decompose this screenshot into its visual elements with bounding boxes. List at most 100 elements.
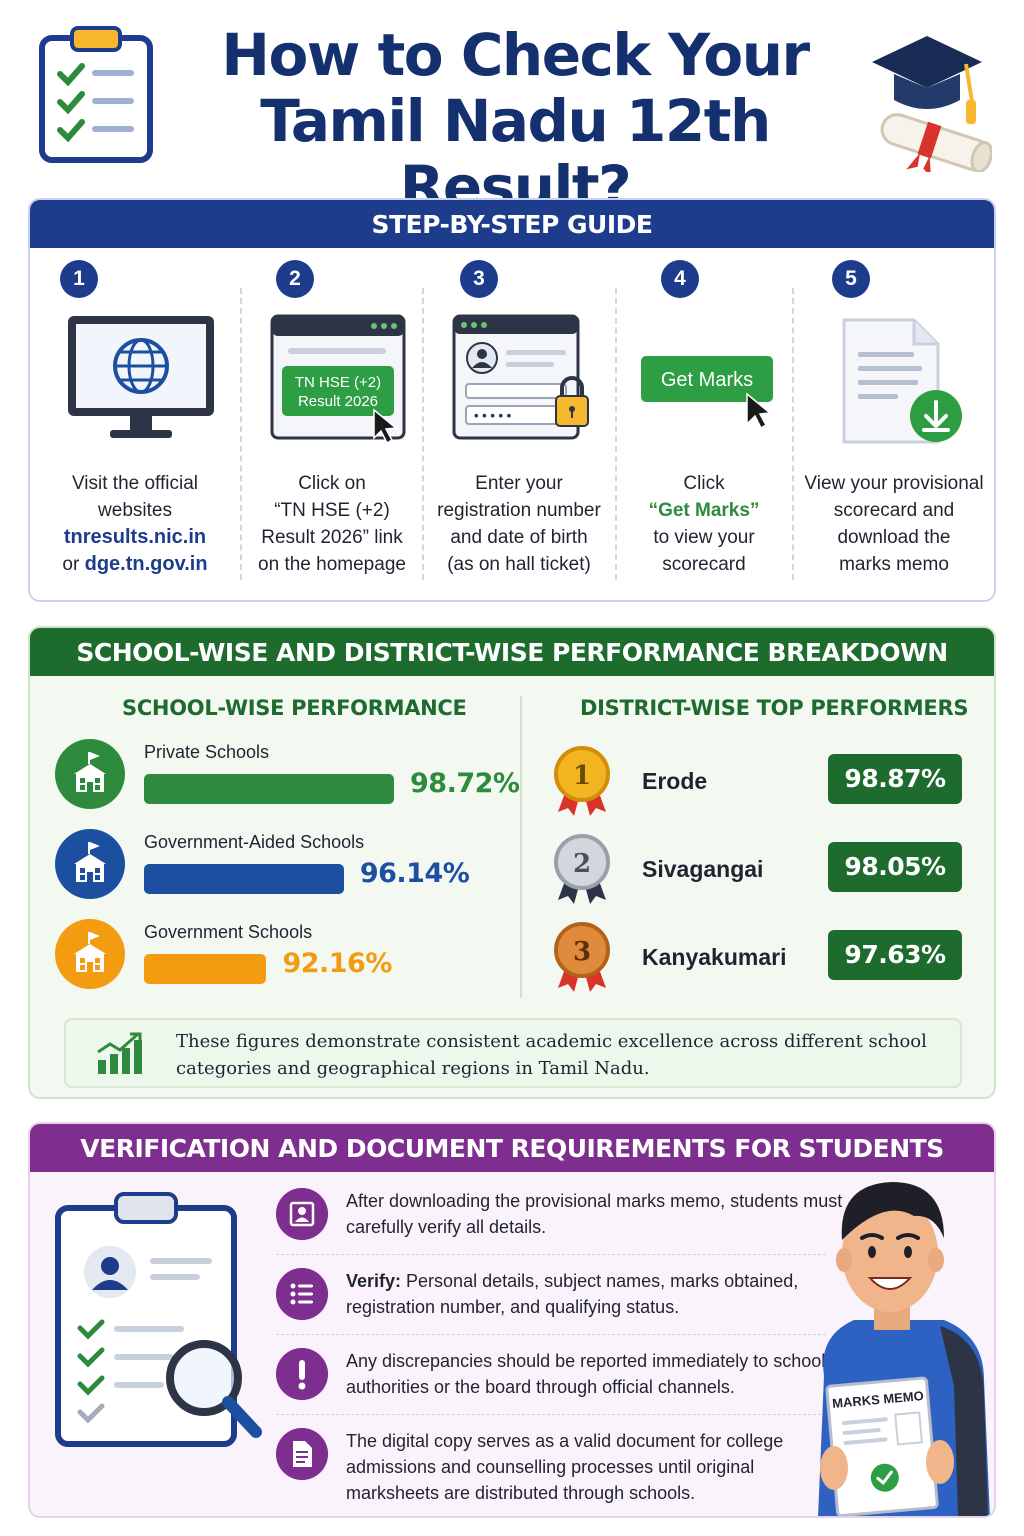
step-1: 1 Visit the official websites tnresults.… <box>30 248 240 600</box>
step-number: 1 <box>60 260 98 298</box>
step-1-line: Visit the official <box>71 473 199 494</box>
school-building-icon <box>55 919 125 989</box>
performance-percent: 96.14% <box>359 858 470 889</box>
step-4-line: scorecard <box>662 554 746 575</box>
performance-bar <box>144 774 394 804</box>
verification-divider <box>276 1414 826 1415</box>
step-divider <box>792 288 794 580</box>
step-number: 3 <box>460 260 498 298</box>
verify-detail: Personal details, subject names, marks o… <box>346 1271 799 1317</box>
verification-divider <box>276 1254 826 1255</box>
id-card-icon <box>276 1188 328 1240</box>
step-1-text: Visit the official websites tnresults.ni… <box>30 470 240 578</box>
performance-bar <box>144 864 344 894</box>
step-2-text: Click on “TN HSE (+2) Result 2026” link … <box>242 470 422 578</box>
step-number: 4 <box>661 260 699 298</box>
school-wise-heading: SCHOOL-WISE PERFORMANCE <box>122 696 467 720</box>
step-3-line: registration number <box>437 500 601 521</box>
browser-link-icon: TN HSE (+2) Result 2026 <box>270 314 406 445</box>
step-4-line: to view your <box>653 527 755 548</box>
tnresults-link[interactable]: tnresults.nic.in <box>63 526 207 548</box>
browser-button-label-1: TN HSE (+2) <box>295 374 381 391</box>
step-5-line: scorecard and <box>833 500 955 521</box>
verification-panel: VERIFICATION AND DOCUMENT REQUIREMENTS F… <box>28 1122 996 1518</box>
step-2: 2 TN HSE (+2) Result 2026 Click on “TN H… <box>242 248 422 600</box>
school-name: Government Schools <box>144 922 313 942</box>
step-5-line: marks memo <box>839 554 949 575</box>
gold-medal-icon: 1 <box>554 746 610 816</box>
performance-heading: SCHOOL-WISE AND DISTRICT-WISE PERFORMANC… <box>30 628 994 676</box>
district-name: Sivagangai <box>642 856 764 882</box>
monitor-globe-icon <box>68 316 214 438</box>
step-1-line: websites <box>98 500 172 521</box>
performance-bar <box>144 954 267 984</box>
step-4-line: “Get Marks” <box>648 500 760 521</box>
title-line-2: Tamil Nadu 12th Result? <box>260 87 771 221</box>
step-2-line: Click on <box>298 473 366 494</box>
verify-label: Verify: <box>346 1271 402 1291</box>
step-3-line: (as on hall ticket) <box>447 554 591 575</box>
verification-text: Verify: Personal details, subject names,… <box>346 1268 846 1320</box>
performance-percent: 98.72% <box>410 768 520 799</box>
student-holding-marks-memo-illustration: MARKS MEMO <box>818 1182 990 1516</box>
step-3: 3 • • • • • <box>424 248 614 600</box>
verification-text: The digital copy serves as a valid docum… <box>346 1431 784 1503</box>
graduation-cap-diploma-icon <box>872 36 992 172</box>
step-3-line: and date of birth <box>450 527 588 548</box>
medal-rank: 2 <box>573 849 591 879</box>
district-percent-badge: 98.87% <box>828 754 962 804</box>
step-2-line: on the homepage <box>258 554 406 575</box>
district-name: Erode <box>642 768 708 794</box>
silver-medal-icon: 2 <box>554 834 610 904</box>
dge-link[interactable]: dge.tn.gov.in <box>84 553 208 575</box>
step-divider <box>422 288 424 580</box>
verification-heading: VERIFICATION AND DOCUMENT REQUIREMENTS F… <box>30 1124 994 1172</box>
or-text: or <box>62 554 80 575</box>
step-5-text: View your provisional scorecard and down… <box>794 470 994 578</box>
step-5: 5 View your provisional scorecard and do… <box>794 248 994 600</box>
step-number: 5 <box>832 260 870 298</box>
school-name: Government-Aided Schools <box>144 832 365 852</box>
exclamation-icon <box>276 1348 328 1400</box>
title-line-1: How to Check Your <box>221 21 810 89</box>
school-row-govt-aided: Government-Aided Schools 96.14% <box>54 828 514 908</box>
school-row-private: Private Schools 98.72% <box>54 738 520 818</box>
step-divider <box>615 288 617 580</box>
school-row-government: Government Schools 92.16% <box>54 918 514 998</box>
step-5-line: download the <box>837 527 951 548</box>
school-building-icon <box>55 739 125 809</box>
step-5-line: View your provisional <box>804 473 984 494</box>
summary-note: These figures demonstrate consistent aca… <box>64 1018 962 1088</box>
district-percent-badge: 97.63% <box>828 930 962 980</box>
document-icon <box>276 1428 328 1480</box>
step-divider <box>240 288 242 580</box>
list-icon <box>276 1268 328 1320</box>
login-form-lock-icon: • • • • • <box>452 314 589 440</box>
password-mask: • • • • • <box>474 408 512 423</box>
section-divider <box>520 696 522 998</box>
step-number: 2 <box>276 260 314 298</box>
note-text: These figures demonstrate consistent aca… <box>176 1031 927 1079</box>
school-building-icon <box>55 829 125 899</box>
clipboard-checklist-icon <box>39 26 153 163</box>
step-3-text: Enter your registration number and date … <box>424 470 614 578</box>
performance-percent: 92.16% <box>282 948 392 979</box>
verification-text: Any discrepancies should be reported imm… <box>346 1351 826 1397</box>
school-name: Private Schools <box>144 742 270 762</box>
step-4-line: Click <box>683 473 725 494</box>
district-row-3: 3 Kanyakumari 97.63% <box>526 922 966 1002</box>
step-4: 4 Get Marks Click “Get Marks” to view yo… <box>617 248 791 600</box>
step-guide-heading: STEP-BY-STEP GUIDE <box>30 200 994 248</box>
verification-divider <box>276 1334 826 1335</box>
performance-panel: SCHOOL-WISE AND DISTRICT-WISE PERFORMANC… <box>28 626 996 1099</box>
document-download-icon <box>842 318 962 444</box>
get-marks-button-icon[interactable]: Get Marks <box>639 354 779 438</box>
district-row-2: 2 Sivagangai 98.05% <box>526 834 966 914</box>
growth-chart-icon <box>97 1032 142 1074</box>
district-name: Kanyakumari <box>642 944 787 970</box>
district-wise-heading: DISTRICT-WISE TOP PERFORMERS <box>580 696 969 720</box>
get-marks-label: Get Marks <box>661 369 753 391</box>
page-title: How to Check Your Tamil Nadu 12th Result… <box>170 22 860 220</box>
browser-button-label-2: Result 2026 <box>298 393 378 410</box>
